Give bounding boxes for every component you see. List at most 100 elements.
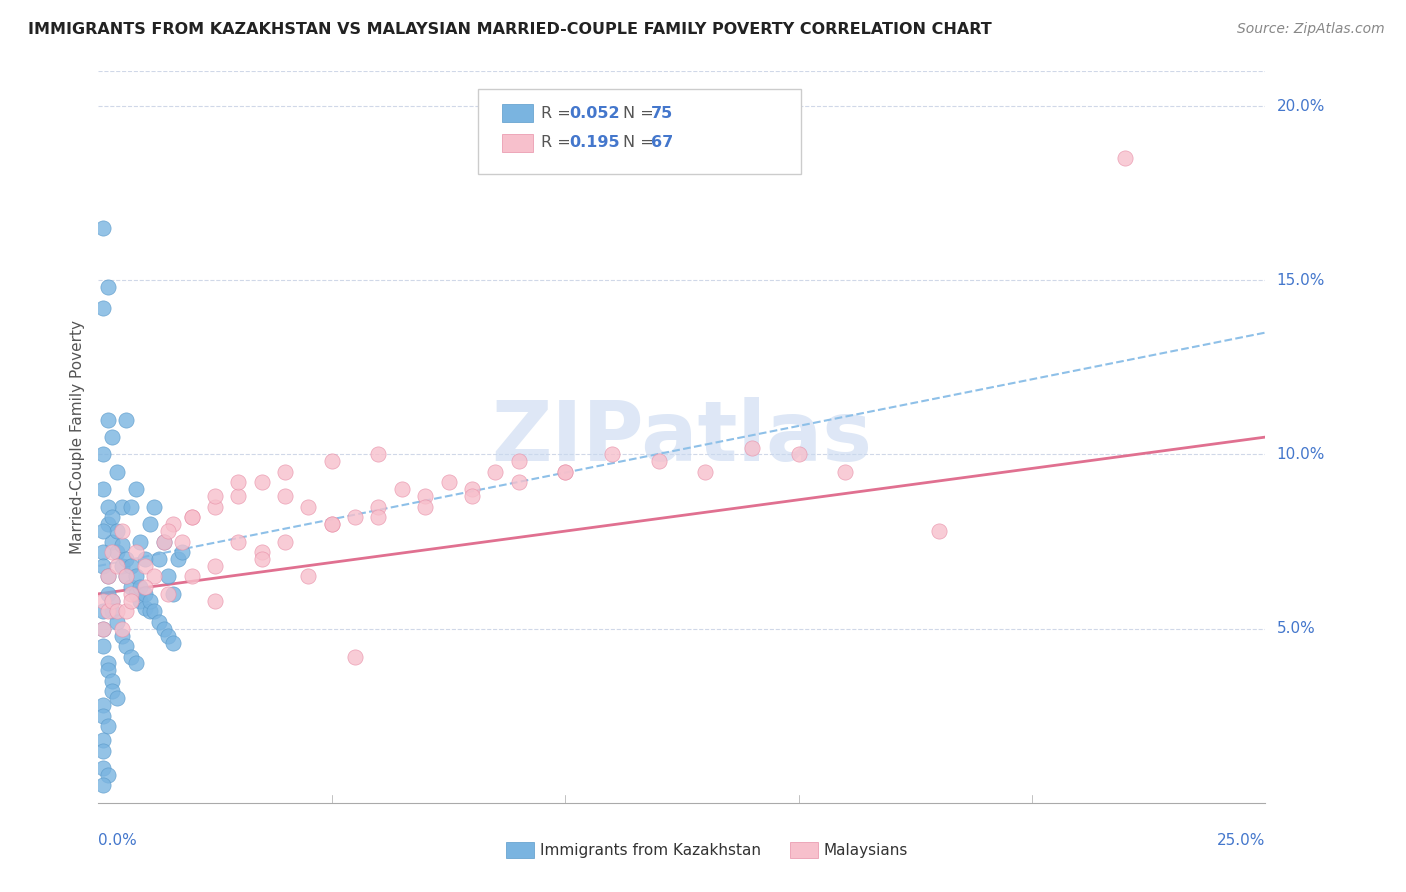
Point [111, 524, 134, 538]
Point [97, 587, 120, 601]
Point [1114, 152, 1136, 166]
Point [125, 483, 148, 497]
Text: N =: N = [623, 106, 659, 120]
Point [228, 489, 250, 503]
Point [484, 465, 506, 479]
Point [162, 517, 184, 532]
Point [105, 465, 128, 479]
Point [461, 483, 484, 497]
Point [157, 629, 180, 643]
Point [125, 657, 148, 671]
Point [97, 657, 120, 671]
Point [321, 454, 343, 468]
Text: 20.0%: 20.0% [1277, 99, 1324, 113]
Point [152, 622, 174, 636]
Point [554, 465, 576, 479]
Text: R =: R = [541, 106, 576, 120]
Point [695, 465, 717, 479]
Point [97, 569, 120, 583]
Point [274, 465, 297, 479]
Point [172, 545, 194, 559]
Point [180, 510, 202, 524]
Point [91, 698, 114, 713]
Point [139, 594, 162, 608]
Point [91, 708, 114, 723]
Point [120, 500, 142, 514]
Point [97, 768, 120, 782]
Point [101, 545, 124, 559]
Point [91, 221, 114, 235]
Point [413, 500, 436, 514]
Point [97, 604, 120, 618]
Point [91, 604, 114, 618]
Point [297, 500, 319, 514]
Point [600, 448, 623, 462]
Point [97, 412, 120, 426]
Text: Source: ZipAtlas.com: Source: ZipAtlas.com [1237, 22, 1385, 37]
Text: Malaysians: Malaysians [824, 843, 908, 857]
Point [134, 552, 156, 566]
Point [101, 594, 124, 608]
Point [91, 733, 114, 747]
Text: 0.195: 0.195 [569, 136, 620, 150]
Point [129, 594, 152, 608]
Point [143, 604, 166, 618]
Point [250, 475, 273, 490]
Point [105, 604, 128, 618]
Point [134, 600, 156, 615]
Point [508, 454, 530, 468]
Point [157, 524, 180, 538]
Point [391, 483, 413, 497]
Point [97, 569, 120, 583]
Point [508, 475, 530, 490]
Point [344, 510, 367, 524]
Point [367, 500, 389, 514]
Point [129, 534, 152, 549]
Point [91, 622, 114, 636]
Point [105, 558, 128, 573]
Point [157, 587, 180, 601]
Point [166, 552, 188, 566]
Point [105, 545, 128, 559]
Point [143, 569, 166, 583]
Point [134, 587, 156, 601]
Point [120, 587, 142, 601]
Point [91, 301, 114, 316]
Point [111, 558, 134, 573]
Point [115, 569, 138, 583]
Text: 75: 75 [651, 106, 673, 120]
Text: IMMIGRANTS FROM KAZAKHSTAN VS MALAYSIAN MARRIED-COUPLE FAMILY POVERTY CORRELATIO: IMMIGRANTS FROM KAZAKHSTAN VS MALAYSIAN … [28, 22, 991, 37]
Text: 5.0%: 5.0% [1277, 621, 1315, 636]
Point [115, 639, 138, 653]
Point [250, 545, 273, 559]
Point [120, 649, 142, 664]
Point [101, 510, 124, 524]
Point [101, 430, 124, 444]
Point [91, 743, 114, 757]
Point [115, 412, 138, 426]
Point [204, 500, 226, 514]
Point [741, 441, 763, 455]
Point [437, 475, 460, 490]
Point [228, 475, 250, 490]
Point [125, 569, 148, 583]
Point [115, 604, 138, 618]
Point [105, 524, 128, 538]
Point [91, 545, 114, 559]
Point [111, 622, 134, 636]
Text: 0.052: 0.052 [569, 106, 620, 120]
Point [152, 534, 174, 549]
Text: Immigrants from Kazakhstan: Immigrants from Kazakhstan [540, 843, 761, 857]
Point [297, 569, 319, 583]
Point [148, 552, 170, 566]
Point [787, 448, 810, 462]
Point [647, 454, 669, 468]
Point [97, 664, 120, 678]
Point [129, 580, 152, 594]
Point [157, 569, 180, 583]
Point [91, 639, 114, 653]
Y-axis label: Married-Couple Family Poverty: Married-Couple Family Poverty [69, 320, 84, 554]
Point [250, 552, 273, 566]
Point [134, 558, 156, 573]
Point [162, 635, 184, 649]
